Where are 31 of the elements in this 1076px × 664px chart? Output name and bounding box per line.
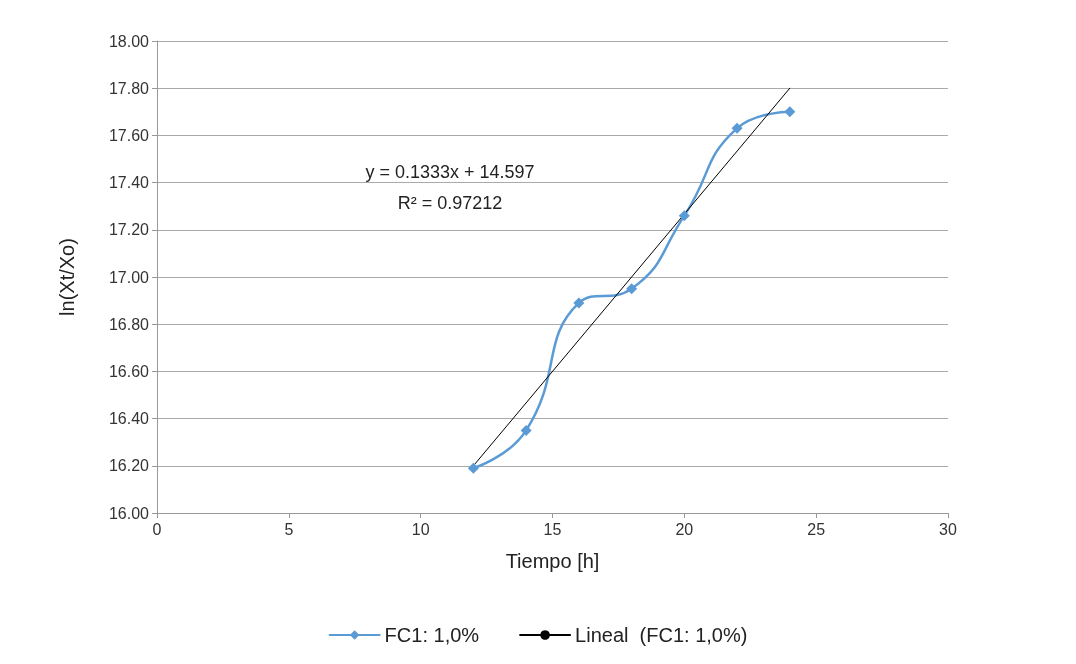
x-tick-label: 30 (939, 520, 957, 538)
y-tick-label: 16.00 (108, 504, 150, 522)
x-tick-label: 25 (807, 520, 826, 538)
legend-label: FC1: 1,0% (384, 624, 480, 646)
y-tick-label: 16.80 (108, 315, 150, 333)
y-tick-label: 16.20 (108, 457, 150, 475)
point (467, 462, 479, 474)
x-tick-label: 0 (152, 520, 162, 538)
y-tick-label: 17.00 (108, 268, 150, 286)
point (573, 297, 585, 309)
annotation: y = 0.1333x + 14.597 (365, 162, 535, 182)
x-axis-title: Tiempo [h] (505, 550, 600, 572)
point (626, 283, 638, 295)
point (678, 210, 690, 222)
y-tick-label: 17.20 (108, 221, 150, 239)
point (520, 424, 532, 436)
legend-label: Lineal (FC1: 1,0%) (575, 624, 748, 646)
x-tick-label: 20 (675, 520, 694, 538)
annotation: R² = 0.97212 (397, 193, 503, 213)
y-tick-label: 17.80 (108, 79, 150, 97)
x-tick-label: 5 (284, 520, 294, 538)
y-tick-label: 17.60 (108, 126, 150, 144)
point (731, 122, 743, 134)
x-tick-label: 10 (411, 520, 430, 538)
y-tick-label: 16.60 (108, 362, 150, 380)
y-tick-label: 17.40 (108, 174, 150, 192)
point (784, 106, 796, 118)
y-tick-label: 18.00 (108, 32, 150, 50)
x-tick-label: 15 (543, 520, 562, 538)
y-axis-title: ln(Xt/Xo) (56, 238, 78, 316)
y-tick-label: 16.40 (108, 410, 150, 428)
